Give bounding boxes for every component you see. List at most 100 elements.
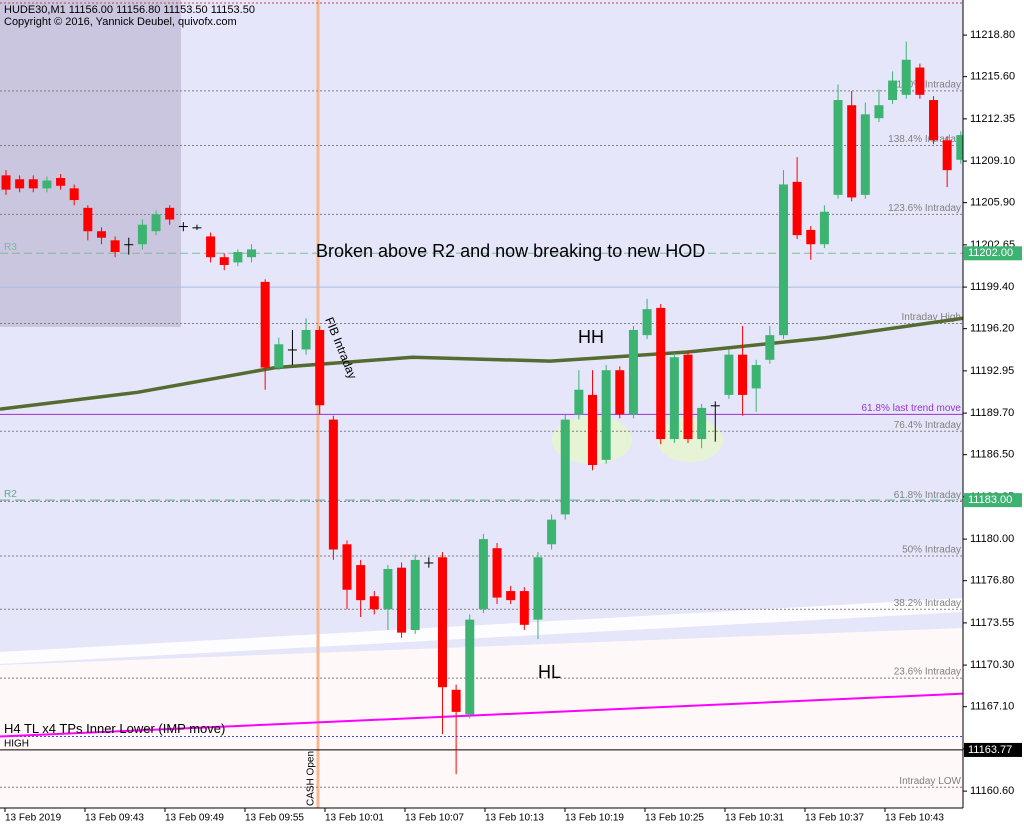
candle-body bbox=[247, 249, 257, 258]
candle-body bbox=[233, 252, 243, 263]
candle-body bbox=[560, 419, 570, 515]
y-tick-label: 11170.30 bbox=[970, 659, 1014, 671]
candle-body bbox=[1, 175, 11, 190]
x-tick-label: 13 Feb 10:13 bbox=[485, 813, 544, 824]
candle-body bbox=[833, 100, 843, 195]
price-label: 11183.00 bbox=[968, 494, 1012, 506]
annotation: HH bbox=[578, 327, 604, 347]
candle-body bbox=[301, 329, 311, 350]
level-label: 138.4% Intraday bbox=[888, 134, 961, 145]
candle-body bbox=[683, 354, 693, 440]
candle-body bbox=[437, 557, 447, 688]
axes-layer: 11218.80 11215.60 11212.35 11209.10 11205.90… bbox=[4, 29, 1022, 824]
candle-body bbox=[628, 329, 638, 415]
candle-body bbox=[765, 335, 775, 360]
level-label: 61.8% Intraday bbox=[894, 490, 961, 501]
candle-body bbox=[178, 226, 188, 228]
candle-body bbox=[260, 281, 270, 368]
x-tick-label: 13 Feb 2019 bbox=[5, 813, 62, 824]
candle-body bbox=[874, 105, 884, 119]
candle-body bbox=[328, 419, 338, 550]
trendline-label: H4 TL x4 TPs Inner Lower (IMP move) bbox=[4, 721, 225, 736]
candle-body bbox=[888, 80, 898, 101]
candle-body bbox=[15, 179, 25, 189]
candle-body bbox=[615, 370, 625, 415]
candle-body bbox=[751, 365, 761, 389]
y-axis-panel bbox=[963, 0, 1024, 828]
candle-body bbox=[929, 100, 939, 141]
candle-body bbox=[519, 591, 529, 625]
candle-body bbox=[342, 544, 352, 590]
y-tick-label: 11167.10 bbox=[970, 701, 1014, 713]
level-label: 23.6% Intraday bbox=[894, 667, 961, 678]
candle-body bbox=[942, 140, 952, 171]
candle-body bbox=[710, 405, 720, 407]
candle-body bbox=[574, 389, 584, 415]
candle-body bbox=[383, 568, 393, 610]
candle-body bbox=[137, 224, 147, 245]
y-tick-label: 11205.90 bbox=[970, 197, 1015, 209]
x-tick-label: 13 Feb 10:19 bbox=[565, 813, 624, 824]
candle-body bbox=[356, 565, 366, 601]
y-tick-label: 11212.35 bbox=[970, 113, 1015, 125]
candle-body bbox=[588, 394, 598, 466]
candle-body bbox=[451, 689, 461, 712]
price-label: 11163.77 bbox=[968, 744, 1012, 756]
chart-subtitle: Copyright © 2016, Yannick Deubel, quivof… bbox=[4, 16, 237, 28]
candle-body bbox=[465, 619, 475, 715]
candle-body bbox=[124, 244, 134, 246]
y-tick-label: 11176.80 bbox=[970, 575, 1014, 587]
y-tick-label: 11196.20 bbox=[970, 323, 1014, 335]
candle-body bbox=[724, 354, 734, 395]
candle-body bbox=[69, 188, 79, 201]
candle-body bbox=[424, 562, 434, 564]
chart-title: HUDE30,M1 11156.00 11156.80 11153.50 111… bbox=[4, 4, 255, 16]
candle-body bbox=[96, 231, 106, 238]
x-tick-label: 13 Feb 09:43 bbox=[85, 813, 144, 824]
price-label: 11202.00 bbox=[968, 247, 1013, 259]
y-tick-label: 11218.80 bbox=[970, 29, 1015, 41]
level-label: 150% Intraday bbox=[897, 80, 962, 91]
candle-body bbox=[315, 329, 325, 406]
annotation: HL bbox=[538, 662, 561, 682]
price-label-box bbox=[964, 493, 1022, 508]
x-axis-panel bbox=[0, 808, 1024, 828]
candle-body bbox=[806, 229, 816, 245]
x-tick-label: 13 Feb 09:49 bbox=[165, 813, 224, 824]
lower-zone bbox=[0, 628, 963, 808]
y-tick-label: 11189.70 bbox=[970, 407, 1014, 419]
y-tick-label: 11160.60 bbox=[970, 785, 1014, 797]
candle-body bbox=[656, 307, 666, 440]
candle-body bbox=[601, 370, 611, 460]
level-label: 50% Intraday bbox=[902, 545, 961, 556]
level-label: 76.4% Intraday bbox=[894, 420, 961, 431]
candle-body bbox=[192, 227, 202, 229]
candle-body bbox=[956, 135, 966, 160]
candle-body bbox=[819, 211, 829, 245]
level-label: HIGH bbox=[4, 739, 29, 750]
candle-body bbox=[165, 207, 175, 220]
candle-body bbox=[369, 596, 379, 610]
candle-body bbox=[478, 539, 488, 610]
x-tick-label: 13 Feb 10:31 bbox=[725, 813, 784, 824]
candle-body bbox=[915, 67, 925, 95]
candle-body bbox=[83, 207, 93, 232]
price-label-box bbox=[964, 246, 1022, 261]
level-label: 61.8% last trend move bbox=[862, 403, 962, 414]
candle-body bbox=[56, 177, 66, 186]
candle-body bbox=[847, 105, 857, 198]
y-tick-label: 11180.00 bbox=[970, 533, 1014, 545]
candle-body bbox=[410, 559, 420, 631]
level-label: Intraday High bbox=[902, 312, 961, 323]
x-tick-label: 13 Feb 10:43 bbox=[885, 813, 944, 824]
candle-body bbox=[151, 214, 161, 232]
level-label: R3 bbox=[4, 242, 17, 253]
x-tick-label: 13 Feb 09:55 bbox=[245, 813, 304, 824]
x-tick-label: 13 Feb 10:25 bbox=[645, 813, 704, 824]
candle-body bbox=[219, 257, 229, 266]
candle-body bbox=[206, 236, 216, 258]
zone-band bbox=[0, 598, 963, 664]
y-tick-label: 11186.50 bbox=[970, 449, 1014, 461]
session-box bbox=[0, 0, 181, 327]
x-tick-label: 13 Feb 10:37 bbox=[805, 813, 864, 824]
